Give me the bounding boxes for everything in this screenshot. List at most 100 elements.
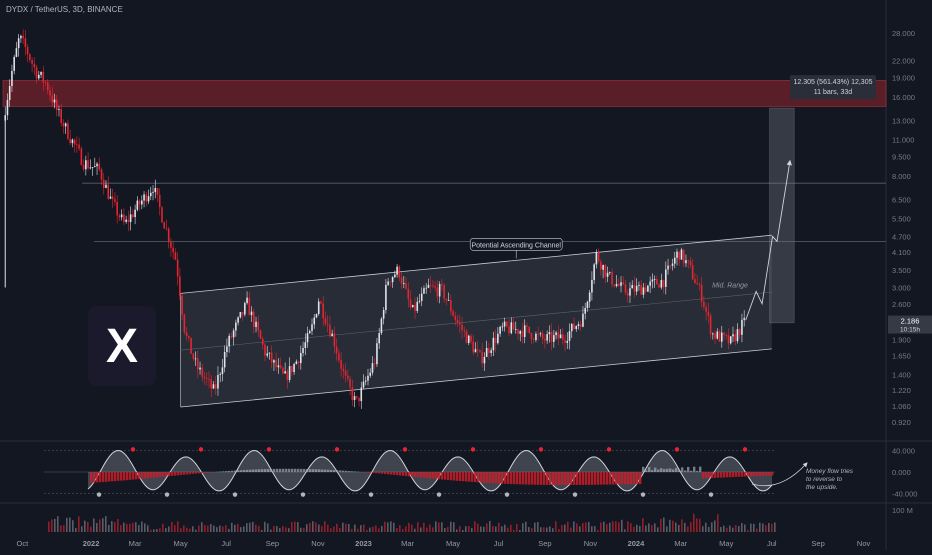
volume-bar	[249, 523, 251, 532]
cycle-top-dot	[743, 447, 747, 451]
volume-bar	[174, 525, 176, 532]
money-flow-bar	[591, 472, 593, 485]
volume-bar	[630, 523, 632, 532]
money-flow-bar	[96, 472, 98, 482]
candle-body	[410, 299, 412, 307]
candle-body	[390, 282, 392, 283]
volume-bar	[597, 530, 599, 532]
candle-body	[72, 140, 74, 143]
candle-body	[233, 330, 235, 337]
candle-body	[690, 261, 692, 265]
money-flow-bar	[759, 472, 761, 476]
money-flow-bar	[606, 472, 608, 485]
volume-bar	[252, 522, 254, 532]
candle-body	[714, 334, 716, 339]
candle-body	[493, 338, 495, 350]
money-flow-bar	[609, 472, 611, 485]
candle-body	[414, 305, 416, 311]
candle-body	[510, 322, 512, 333]
candle-body	[4, 115, 6, 120]
candle-body	[345, 371, 347, 376]
cycle-bottom-dot	[641, 492, 645, 496]
volume-bar	[582, 523, 584, 532]
candle-body	[517, 329, 519, 334]
money-flow-bar	[90, 472, 92, 483]
money-flow-bar	[159, 472, 161, 477]
candle-body	[320, 301, 322, 303]
money-flow-bar	[402, 472, 404, 476]
volume-bar	[399, 525, 401, 532]
y-tick-label: 28.000	[892, 29, 915, 38]
volume-bar	[435, 521, 437, 532]
candle-body	[74, 140, 76, 145]
volume-bar	[609, 523, 611, 532]
candle-body	[721, 333, 723, 342]
candle-body	[616, 284, 618, 286]
volume-bar	[549, 526, 551, 532]
y-tick-label: 11.000	[892, 136, 914, 145]
money-flow-bar	[564, 472, 566, 485]
candle-body	[551, 332, 553, 342]
candle-body	[152, 192, 154, 193]
money-flow-bar	[576, 472, 578, 485]
volume-bar	[771, 524, 773, 532]
volume-bar	[366, 530, 368, 532]
money-flow-bar	[588, 472, 590, 485]
money-flow-bar	[105, 472, 107, 482]
candle-body	[443, 285, 445, 298]
x-tick-label: Oct	[17, 539, 30, 548]
cycle-bottom-dot	[301, 492, 305, 496]
x-tick-label: Jul	[494, 539, 504, 548]
volume-bar	[717, 514, 719, 532]
candle-body	[631, 285, 633, 288]
volume-bar	[102, 518, 104, 532]
candle-body	[723, 333, 725, 335]
volume-bar	[297, 522, 299, 532]
volume-bar	[84, 521, 86, 532]
candle-body	[683, 250, 685, 264]
volume-bar	[231, 523, 233, 532]
volume-bar	[654, 523, 656, 532]
x-tick-label: May	[719, 539, 733, 548]
candle-body	[531, 333, 533, 339]
candle-body	[16, 48, 18, 57]
volume-bar	[270, 530, 272, 532]
money-flow-bar	[483, 472, 485, 483]
candle-body	[459, 323, 461, 325]
volume-bar	[261, 530, 263, 532]
candle-body	[481, 352, 483, 364]
candle-body	[381, 319, 383, 333]
candle-body	[374, 363, 376, 364]
cycle-top-dot	[539, 447, 543, 451]
money-flow-bar	[708, 472, 710, 478]
money-flow-bar	[372, 472, 374, 473]
cycle-top-dot	[335, 447, 339, 451]
candle-body	[349, 379, 351, 388]
volume-bar	[648, 523, 650, 532]
candle-body	[553, 335, 555, 342]
candle-body	[542, 333, 544, 338]
money-flow-bar	[705, 472, 707, 478]
volume-bar	[411, 525, 413, 532]
candle-body	[134, 210, 136, 217]
volume-bar	[477, 524, 479, 532]
candle-body	[311, 324, 313, 331]
candle-body	[719, 332, 721, 342]
money-flow-bar	[495, 472, 497, 483]
candle-body	[262, 339, 264, 345]
volume-bar	[669, 520, 671, 532]
candle-body	[213, 384, 215, 388]
candle-body	[284, 371, 286, 373]
money-flow-bar	[252, 470, 254, 472]
money-flow-bar	[516, 472, 518, 484]
money-flow-bar	[294, 469, 296, 472]
volume-bar	[348, 524, 350, 532]
y-tick-label: 1.900	[892, 336, 911, 345]
candle-body	[730, 336, 732, 343]
cycle-bottom-dot	[97, 492, 101, 496]
cycle-top-dot	[199, 447, 203, 451]
candle-body	[573, 324, 575, 329]
candle-body	[119, 215, 121, 217]
volume-bar	[111, 521, 113, 532]
candle-body	[360, 388, 362, 402]
